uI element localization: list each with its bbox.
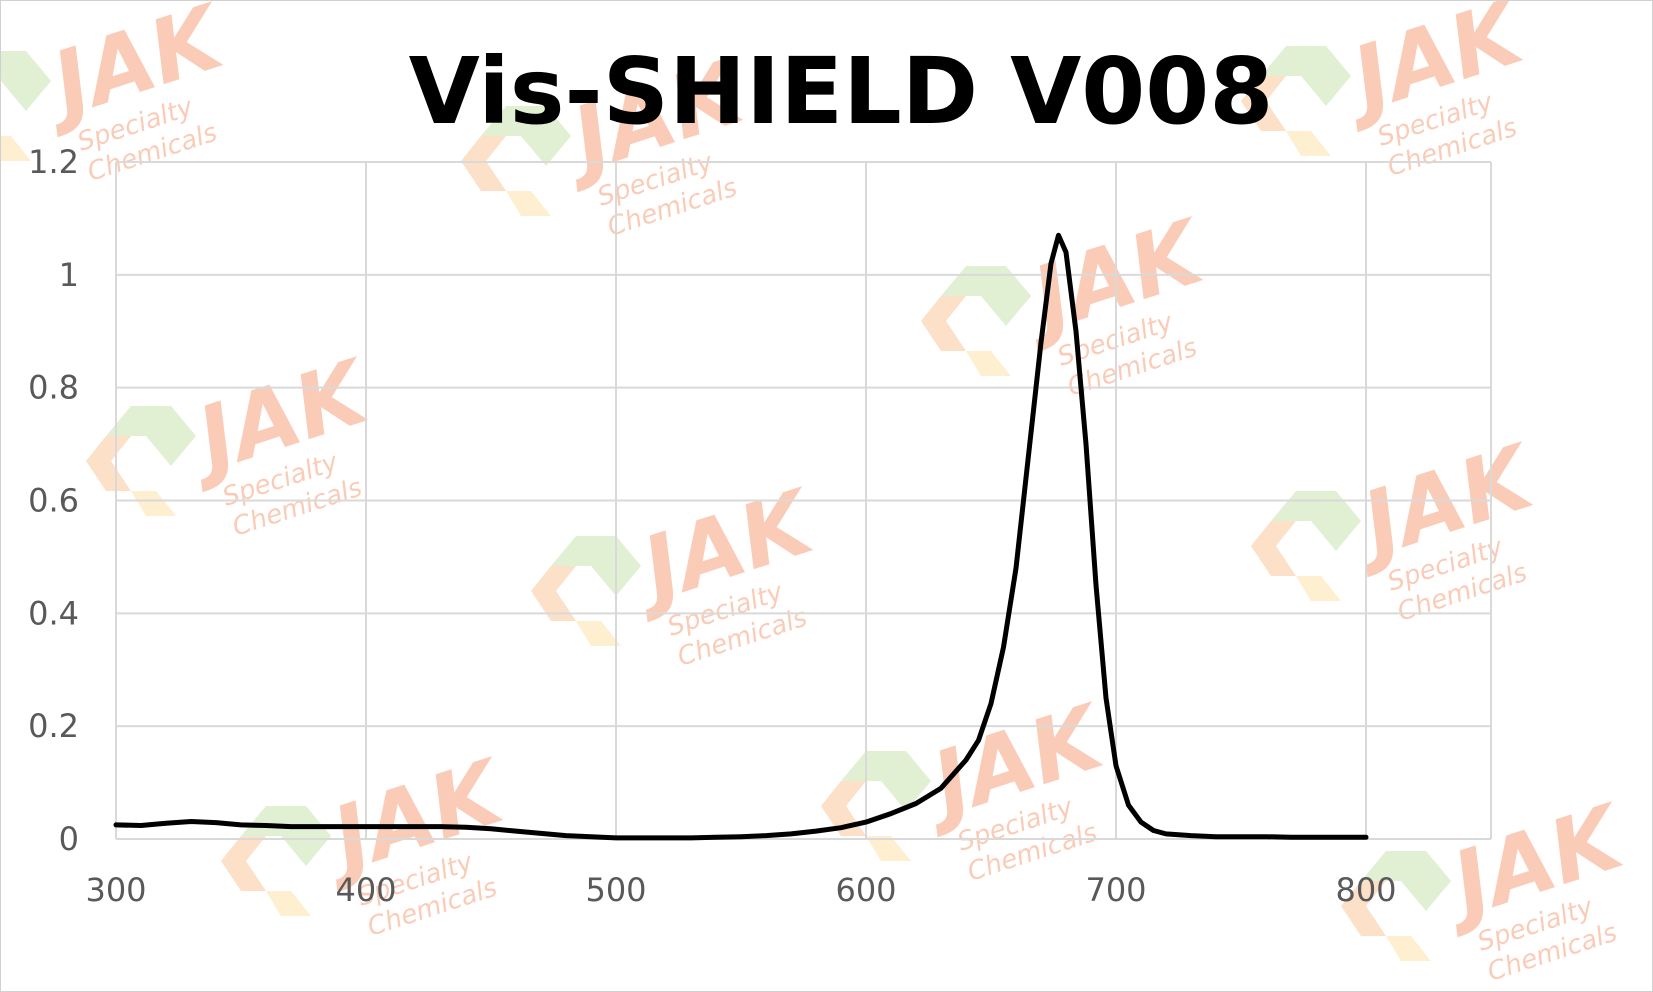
y-tick-label: 0.6	[28, 482, 79, 520]
logo-orange-segment	[531, 566, 576, 621]
logo-orange-segment	[921, 296, 966, 351]
y-tick-label: 0.2	[28, 707, 79, 745]
logo-green-segment	[521, 106, 571, 166]
logo-green-segment	[481, 106, 546, 136]
logo-green-segment	[1, 51, 51, 111]
y-tick-label: 0.8	[28, 369, 79, 407]
logo-green-segment	[1301, 46, 1351, 106]
y-tick-label: 1.2	[28, 143, 79, 181]
logo-green-segment	[941, 266, 1006, 296]
logo-green-segment	[881, 751, 931, 811]
logo-yellow-segment	[1386, 936, 1431, 961]
logo-yellow-segment	[866, 836, 911, 861]
series-layer	[113, 232, 1369, 841]
logo-orange-segment	[221, 836, 266, 891]
series-line	[113, 232, 1369, 841]
logo-green-segment	[106, 406, 171, 436]
logo-yellow-segment	[1296, 576, 1341, 601]
chart-title: Vis-SHIELD V008	[409, 38, 1274, 145]
x-tick-label: 400	[335, 871, 396, 909]
logo-green-segment	[981, 266, 1031, 326]
logo-green-segment	[841, 751, 906, 781]
logo-green-segment	[1311, 491, 1361, 551]
y-axis-tick-labels: 0 0.2 0.4 0.6 0.8 1 1.2	[28, 143, 79, 858]
x-tick-label: 300	[85, 871, 146, 909]
y-tick-label: 0.4	[28, 594, 79, 632]
logo-green-segment	[281, 806, 331, 866]
logo-green-segment	[241, 806, 306, 836]
logo-orange-segment	[1241, 76, 1286, 131]
x-tick-label: 700	[1085, 871, 1146, 909]
logo-orange-segment	[1251, 521, 1296, 576]
logo-orange-segment	[86, 436, 131, 491]
logo-orange-segment	[1341, 881, 1386, 936]
logo-yellow-segment	[131, 491, 176, 516]
logo-yellow-segment	[266, 891, 311, 916]
logo-yellow-segment	[1286, 131, 1331, 156]
x-tick-label: 800	[1335, 871, 1396, 909]
logo-green-segment	[1271, 491, 1336, 521]
x-tick-label: 500	[585, 871, 646, 909]
logo-orange-segment	[461, 136, 506, 191]
x-axis-tick-labels: 300 400 500 600 700 800	[85, 871, 1396, 909]
logo-yellow-segment	[966, 351, 1011, 376]
logo-yellow-segment	[1, 136, 31, 161]
y-tick-label: 1	[59, 256, 79, 294]
logo-green-segment	[1401, 851, 1451, 911]
logo-green-segment	[551, 536, 616, 566]
grid-lines	[115, 161, 1492, 840]
logo-green-segment	[1261, 46, 1326, 76]
y-tick-label: 0	[59, 820, 79, 858]
x-tick-label: 600	[835, 871, 896, 909]
logo-green-segment	[1361, 851, 1426, 881]
logo-yellow-segment	[576, 621, 621, 646]
logo-green-segment	[146, 406, 196, 466]
logo-yellow-segment	[506, 191, 551, 216]
